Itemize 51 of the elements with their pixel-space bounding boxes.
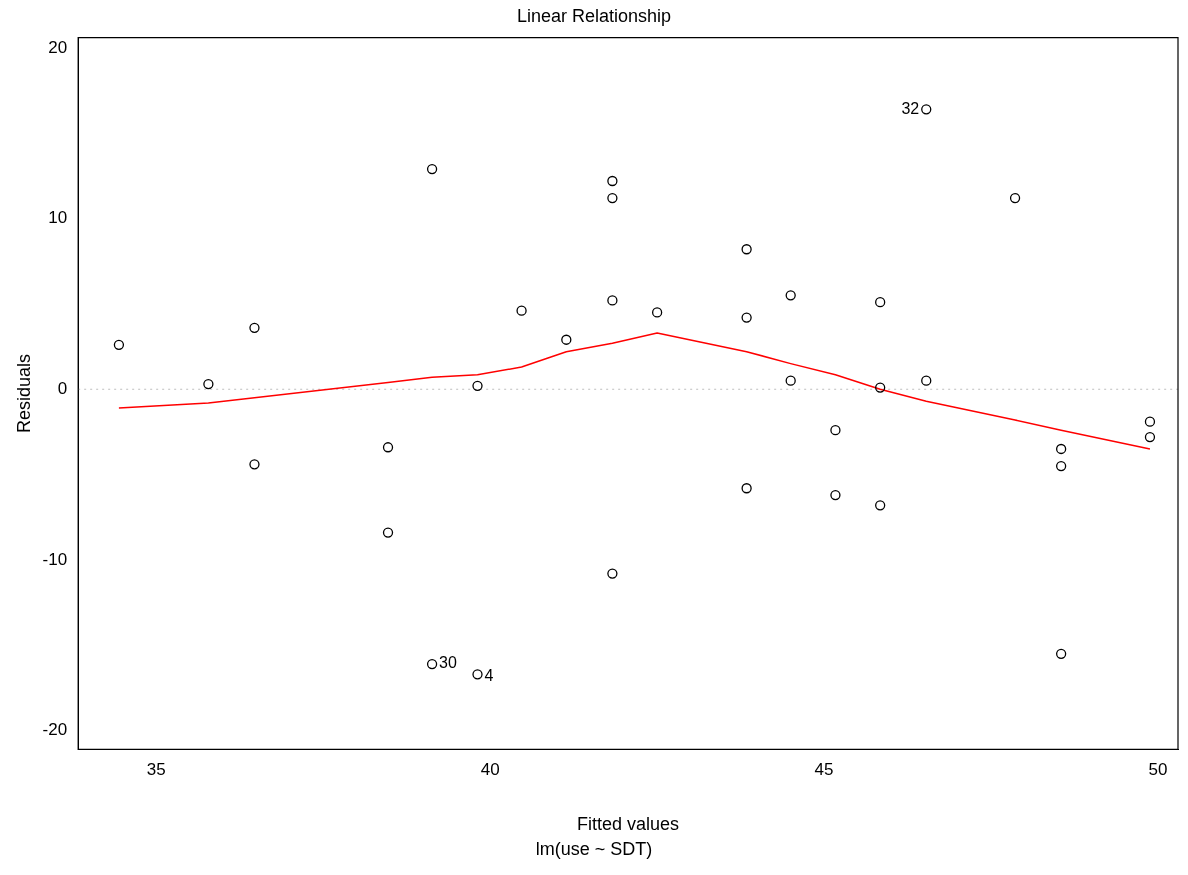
point [426,658,438,670]
point [1144,431,1156,443]
point [1144,416,1156,427]
point [516,305,527,316]
point [875,500,886,511]
point [785,375,796,386]
point [785,290,796,301]
point [203,378,214,390]
point [651,307,663,318]
x-tick-label: 35 [146,760,166,780]
annotation: 32 [901,99,920,117]
point [249,322,260,333]
x-tick-label: 45 [814,760,834,780]
x-axis-title: Fitted values [577,813,680,834]
point [1055,443,1067,455]
point [875,297,886,308]
chart-title: Linear Relationship [516,5,672,26]
x-tick-label: 40 [480,760,500,780]
point [249,459,260,470]
point [830,489,841,501]
point [472,669,483,680]
point [1009,192,1021,204]
annotation: 30 [439,654,457,672]
annotation: 4 [484,666,494,684]
point [607,295,618,306]
y-tick-label: 0 [57,378,68,398]
point [875,382,886,393]
point [426,163,438,175]
point [921,104,932,115]
point [741,244,752,255]
y-tick-label: -10 [42,549,68,569]
x-tick-label: 50 [1148,760,1168,780]
y-tick-label: 20 [48,37,68,57]
point [382,527,394,538]
point [741,483,752,494]
point [1055,460,1067,472]
point [607,568,618,579]
point [741,312,752,323]
point [382,442,394,453]
y-tick-label: -20 [42,720,68,740]
point [830,425,841,436]
text: lm(use ~ SDT) [535,839,653,860]
point [607,175,618,187]
point [921,375,932,386]
point [607,192,618,204]
point [561,334,572,345]
point [113,339,125,350]
y-tick-label: 10 [48,208,68,228]
y-axis-title: Residuals [13,353,34,434]
point [1055,648,1067,659]
point [472,380,483,391]
